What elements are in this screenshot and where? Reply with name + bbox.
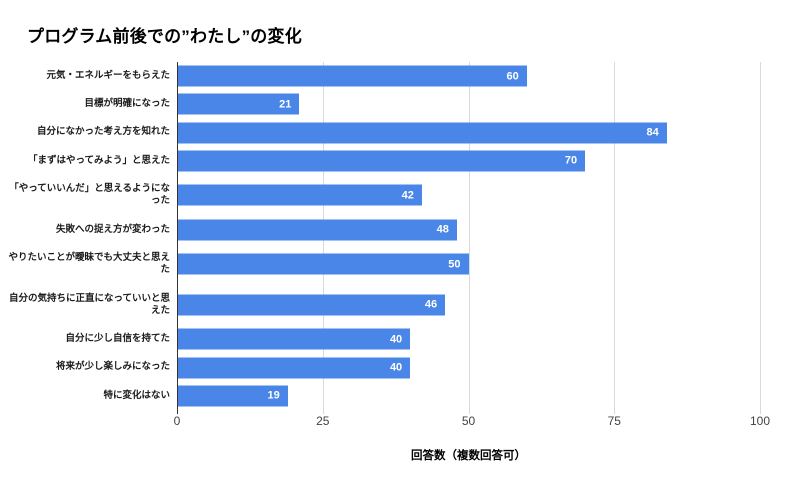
bar-row: 自分に少し自信を持てた 40 (0, 325, 760, 353)
value-label: 70 (564, 154, 578, 167)
bar: 46 (177, 294, 446, 316)
x-axis-ticks: 0 25 50 75 100 (173, 412, 770, 430)
bar: 84 (177, 122, 667, 144)
x-tick-label: 75 (607, 414, 621, 428)
value-label: 42 (401, 189, 414, 202)
x-tick-label: 0 (173, 414, 181, 428)
category-label: やりたいことが曖昧でも大丈夫と思えた (8, 251, 170, 276)
x-axis-title: 回答数（複数回答可） (411, 450, 526, 462)
bar: 70 (177, 150, 586, 172)
category-label: 目標が明確になった (84, 98, 170, 110)
value-label: 21 (279, 98, 292, 111)
bar-track: 46 (177, 285, 760, 326)
bar: 19 (177, 385, 288, 407)
bar-row: 元気・エネルギーをもらえた 60 (0, 62, 760, 90)
y-axis-line (177, 62, 178, 414)
value-label: 48 (436, 223, 449, 236)
category-label: 失敗への捉え方が変わった (55, 223, 170, 235)
bar-row: 特に変化はない 19 (0, 382, 760, 410)
bar-track: 40 (177, 353, 760, 381)
gridline (760, 62, 761, 414)
bar-track: 48 (177, 216, 760, 244)
plot-area: 元気・エネルギーをもらえた 60 目標が明確になった 21 自分になかった考え方を知れた… (0, 62, 785, 414)
chart-title: プログラム前後での”わたし”の変化 (27, 27, 302, 46)
bar-row: 「まずはやってみよう」と思えた 70 (0, 147, 760, 175)
x-tick-label: 25 (316, 414, 330, 428)
bar-row: 失敗への捉え方が変わった 48 (0, 216, 760, 244)
bar-row: 目標が明確になった 21 (0, 90, 760, 118)
bar: 40 (177, 357, 411, 379)
bar-rows: 元気・エネルギーをもらえた 60 目標が明確になった 21 自分になかった考え方を知れた… (0, 62, 760, 410)
bar: 60 (177, 65, 527, 87)
category-label: 元気・エネルギーをもらえた (46, 69, 170, 81)
bar-track: 60 (177, 62, 760, 90)
x-tick-label: 50 (461, 414, 476, 428)
category-label: 自分に少し自信を持てた (65, 333, 170, 345)
bar: 50 (177, 253, 469, 275)
value-label: 40 (389, 361, 403, 374)
bar: 42 (177, 184, 422, 206)
value-label: 84 (646, 126, 659, 139)
x-tick-label: 100 (749, 414, 771, 428)
value-label: 40 (389, 333, 403, 346)
value-label: 46 (424, 298, 438, 311)
bar-track: 50 (177, 244, 760, 285)
value-label: 60 (506, 70, 519, 83)
gridline (468, 62, 470, 414)
bar-track: 19 (177, 382, 760, 410)
bar: 48 (177, 219, 457, 241)
category-label: 特に変化はない (103, 389, 170, 401)
category-label: 自分の気持ちに正直になっていいと思えた (8, 292, 170, 316)
value-label: 19 (267, 389, 280, 402)
gridline (614, 62, 616, 414)
bar-row: 将来が少し楽しみになった 40 (0, 353, 760, 381)
category-label: 自分になかった考え方を知れた (36, 126, 170, 138)
value-label: 50 (448, 258, 461, 271)
bar-track: 40 (177, 325, 760, 353)
bar-track: 42 (177, 175, 760, 216)
category-label: 将来が少し楽しみになった (55, 361, 170, 373)
bar-row: やりたいことが曖昧でも大丈夫と思えた 50 (0, 244, 760, 285)
bar-track: 70 (177, 147, 760, 175)
bar-row: 「やっていいんだ」と思えるようになった 42 (0, 175, 760, 216)
category-label: 「まずはやってみよう」と思えた (27, 154, 170, 166)
bar: 21 (177, 93, 300, 115)
bar: 40 (177, 328, 411, 350)
bar-row: 自分の気持ちに正直になっていいと思えた 46 (0, 285, 760, 326)
bar-track: 84 (177, 119, 760, 147)
bar-track: 21 (177, 90, 760, 118)
bar-row: 自分になかった考え方を知れた 84 (0, 119, 760, 147)
category-label: 「やっていいんだ」と思えるようになった (9, 183, 170, 207)
